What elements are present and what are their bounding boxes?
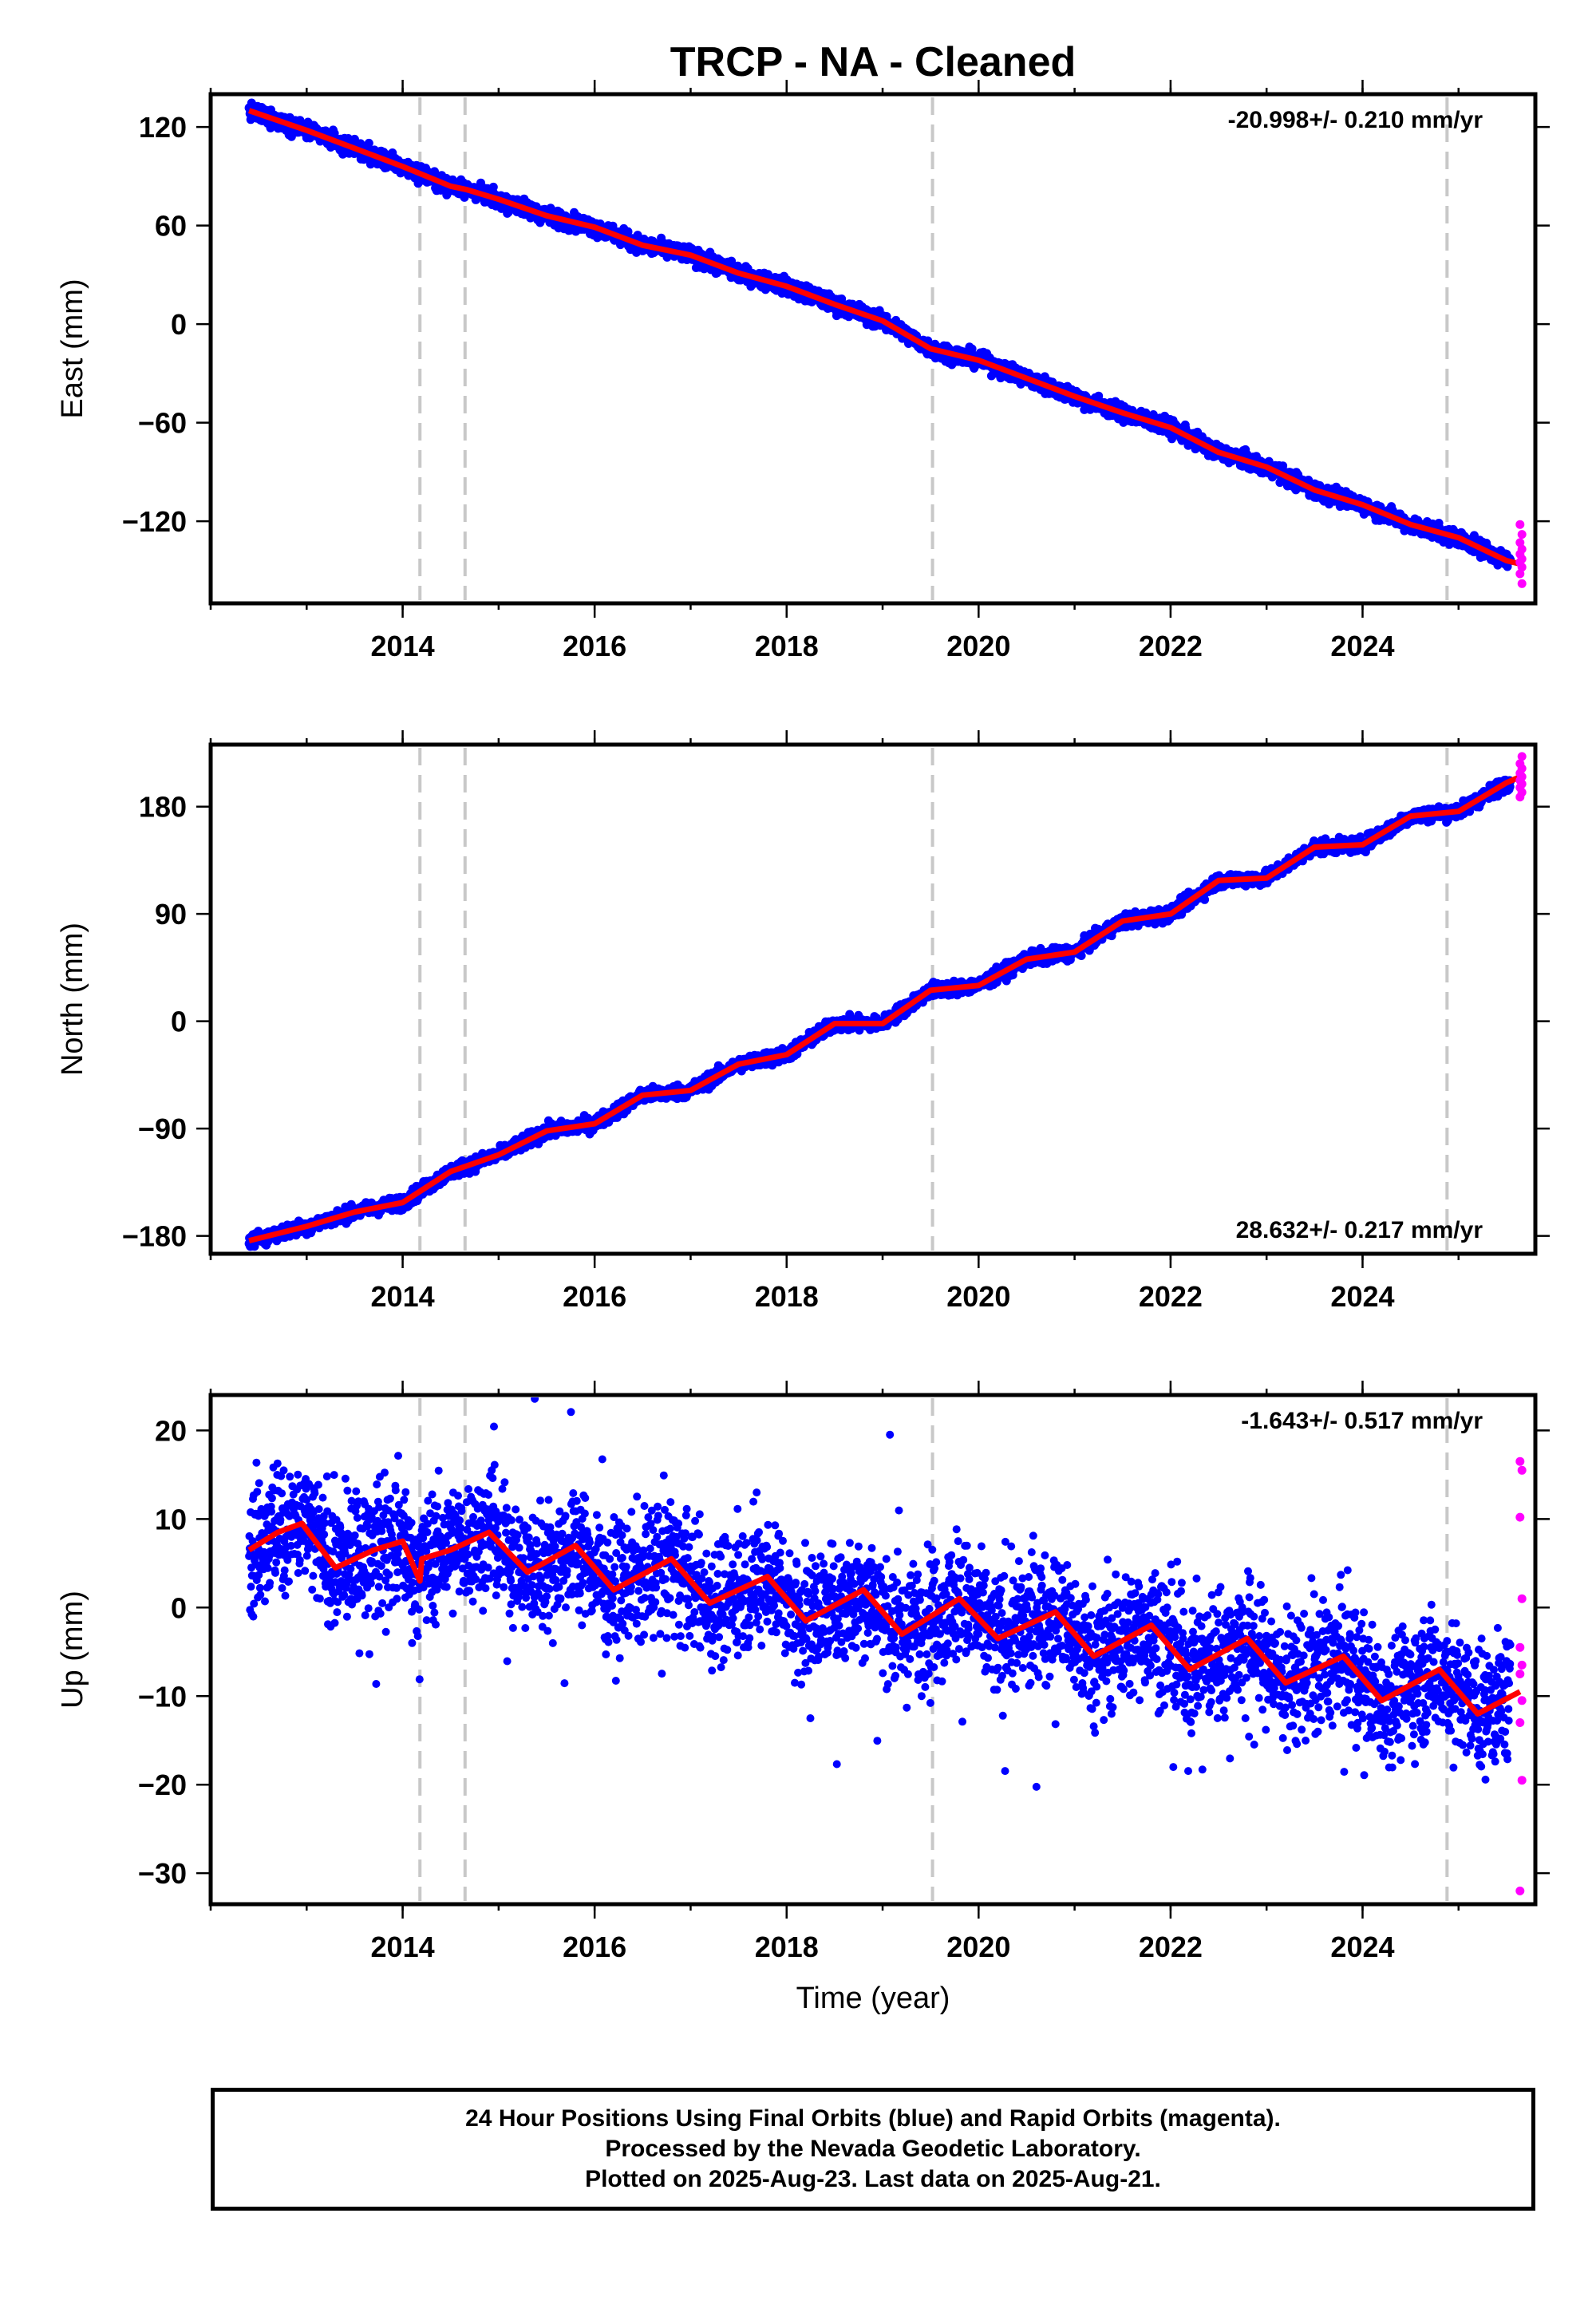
final-orbit-point bbox=[623, 227, 633, 236]
rapid-orbit-point bbox=[1517, 563, 1527, 572]
x-tick-label: 2014 bbox=[371, 1280, 435, 1313]
data-layer bbox=[244, 774, 1522, 1251]
x-tick-label: 2018 bbox=[755, 630, 819, 662]
y-tick-label: 180 bbox=[139, 791, 187, 824]
final-orbit-point bbox=[488, 182, 498, 192]
rapid-orbit-point bbox=[1517, 579, 1527, 588]
y-tick-label: 120 bbox=[139, 111, 187, 144]
north-panel: 2014 2016 2018 2020 2022 2024 180 90 0 −90 −180 Nor… bbox=[56, 730, 1550, 1313]
y-axis-label: North (mm) bbox=[56, 923, 89, 1076]
y-tick-label: −60 bbox=[138, 407, 187, 440]
y-tick-label: −180 bbox=[122, 1220, 187, 1253]
rapid-orbit-point bbox=[1517, 530, 1527, 539]
final-orbit-point bbox=[608, 221, 618, 231]
x-tick-label: 2022 bbox=[1139, 1280, 1203, 1313]
x-tick-label: 2016 bbox=[563, 1280, 626, 1313]
x-tick-label: 2024 bbox=[1330, 1280, 1394, 1313]
x-tick-label: 2022 bbox=[1139, 630, 1203, 662]
x-tick-label: 2016 bbox=[563, 630, 626, 662]
y-tick-label: −120 bbox=[122, 505, 187, 538]
y-tick-label: 0 bbox=[171, 1006, 187, 1038]
y-tick-label: 0 bbox=[171, 308, 187, 341]
x-tick-label: 2018 bbox=[755, 1280, 819, 1313]
y-tick-label: −90 bbox=[138, 1113, 187, 1145]
final-orbit-point bbox=[1278, 461, 1288, 471]
velocity-rate-label: -20.998+/- 0.210 mm/yr bbox=[1228, 107, 1483, 133]
plot-frame bbox=[208, 742, 1538, 1256]
y-axis-label: East (mm) bbox=[56, 279, 89, 418]
rapid-orbit-point bbox=[1515, 569, 1525, 579]
east-panel: 2014 2016 2018 2020 2022 2024 120 60 0 −60 −120 Eas… bbox=[56, 80, 1550, 662]
y-tick-label: 90 bbox=[155, 898, 187, 931]
x-tick-label: 2024 bbox=[1330, 630, 1394, 662]
chart-title: TRCP - NA - Cleaned bbox=[670, 39, 1077, 85]
data-layer bbox=[244, 98, 1521, 571]
y-tick-label: 60 bbox=[155, 210, 187, 243]
x-tick-label: 2020 bbox=[946, 630, 1010, 662]
model-fit-line bbox=[247, 108, 1521, 567]
final-orbit-point bbox=[364, 138, 373, 148]
x-tick-label: 2020 bbox=[946, 1280, 1010, 1313]
x-tick-label: 2014 bbox=[371, 630, 435, 662]
rapid-orbit-point bbox=[1515, 520, 1525, 529]
